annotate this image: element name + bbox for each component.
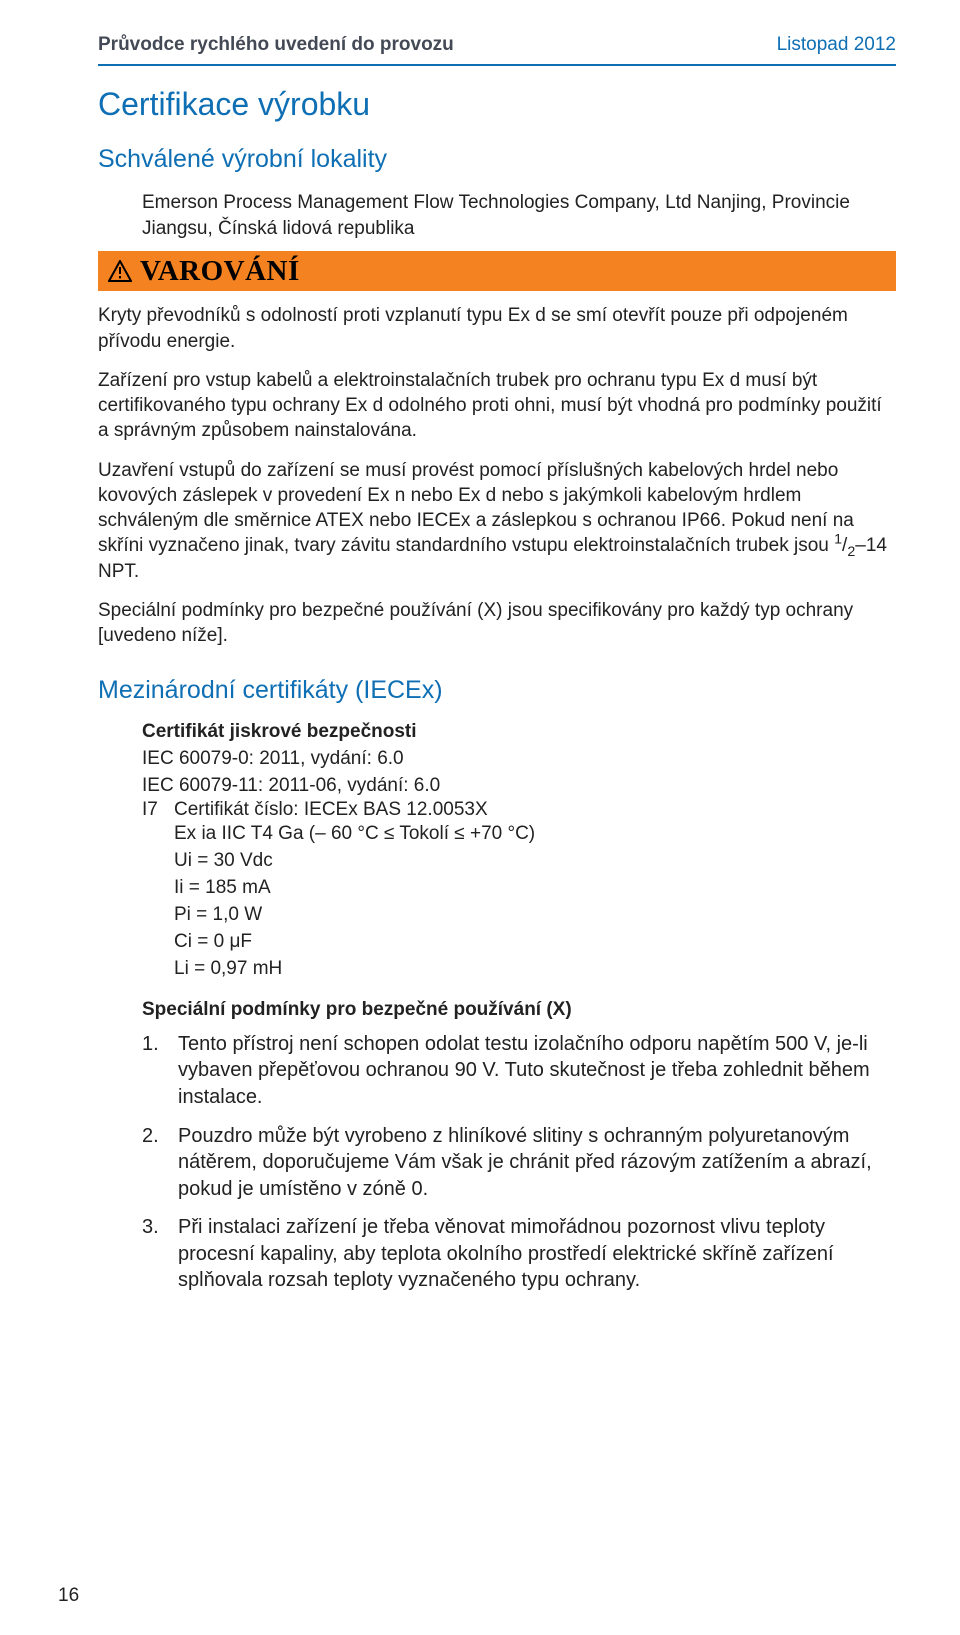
list-num: 3. (142, 1214, 178, 1294)
list-text: Tento přístroj není schopen odolat testu… (178, 1031, 896, 1111)
i7-label: I7 (142, 799, 174, 821)
warning-paragraph: Speciální podmínky pro bezpečné používán… (98, 598, 896, 649)
company-line: Emerson Process Management Flow Technolo… (142, 190, 896, 241)
cert-sub-line: Ui = 30 Vdc (174, 848, 896, 875)
list-text: Při instalaci zařízení je třeba věnovat … (178, 1214, 896, 1294)
para-3-main: Uzavření vstupů do zařízení se musí prov… (98, 460, 854, 557)
section-subtitle: Schválené výrobní lokality (98, 145, 896, 174)
cert-sub-line: Ii = 185 mA (174, 875, 896, 902)
cert-title: Certifikát jiskrové bezpečnosti (142, 721, 896, 743)
list-item: 1. Tento přístroj není schopen odolat te… (142, 1031, 896, 1111)
page-number: 16 (58, 1585, 79, 1607)
list-num: 1. (142, 1031, 178, 1111)
cert-block: Certifikát jiskrové bezpečnosti IEC 6007… (142, 721, 896, 982)
warning-box: VAROVÁNÍ (98, 251, 896, 291)
npt-frac-num: 1 (834, 532, 842, 548)
cert-line: IEC 60079-11: 2011-06, vydání: 6.0 (142, 773, 896, 799)
page-header: Průvodce rychlého uvedení do provozu Lis… (98, 34, 896, 56)
i7-text: Certifikát číslo: IECEx BAS 12.0053X (174, 799, 488, 821)
page-title: Certifikace výrobku (98, 86, 896, 123)
spec-conditions-heading: Speciální podmínky pro bezpečné používán… (142, 999, 896, 1021)
list-text: Pouzdro může být vyrobeno z hliníkové sl… (178, 1123, 896, 1203)
header-rule (98, 64, 896, 66)
cert-sub-line: Ex ia IIC T4 Ga (– 60 °C ≤ Tokolí ≤ +70 … (174, 821, 896, 848)
cert-line: IEC 60079-0: 2011, vydání: 6.0 (142, 746, 896, 772)
page: Průvodce rychlého uvedení do provozu Lis… (0, 0, 960, 1635)
list-item: 3. Při instalaci zařízení je třeba věnov… (142, 1214, 896, 1294)
cert-sub-line: Ci = 0 μF (174, 929, 896, 956)
header-left: Průvodce rychlého uvedení do provozu (98, 34, 454, 56)
header-right: Listopad 2012 (777, 34, 896, 56)
list-item: 2. Pouzdro může být vyrobeno z hliníkové… (142, 1123, 896, 1203)
warning-triangle-icon (108, 260, 132, 282)
cert-sub-line: Pi = 1,0 W (174, 902, 896, 929)
ordered-list: 1. Tento přístroj není schopen odolat te… (142, 1031, 896, 1294)
i7-row: I7 Certifikát číslo: IECEx BAS 12.0053X (142, 799, 896, 821)
warning-paragraph: Zařízení pro vstup kabelů a elektroinsta… (98, 368, 896, 444)
warning-paragraph: Uzavření vstupů do zařízení se musí prov… (98, 458, 896, 584)
list-num: 2. (142, 1123, 178, 1203)
cert-sub-block: Ex ia IIC T4 Ga (– 60 °C ≤ Tokolí ≤ +70 … (174, 821, 896, 983)
warning-paragraph: Kryty převodníků s odolností proti vzpla… (98, 303, 896, 354)
cert-sub-line: Li = 0,97 mH (174, 956, 896, 983)
warning-label: VAROVÁNÍ (140, 255, 300, 288)
iecex-heading: Mezinárodní certifikáty (IECEx) (98, 676, 896, 705)
